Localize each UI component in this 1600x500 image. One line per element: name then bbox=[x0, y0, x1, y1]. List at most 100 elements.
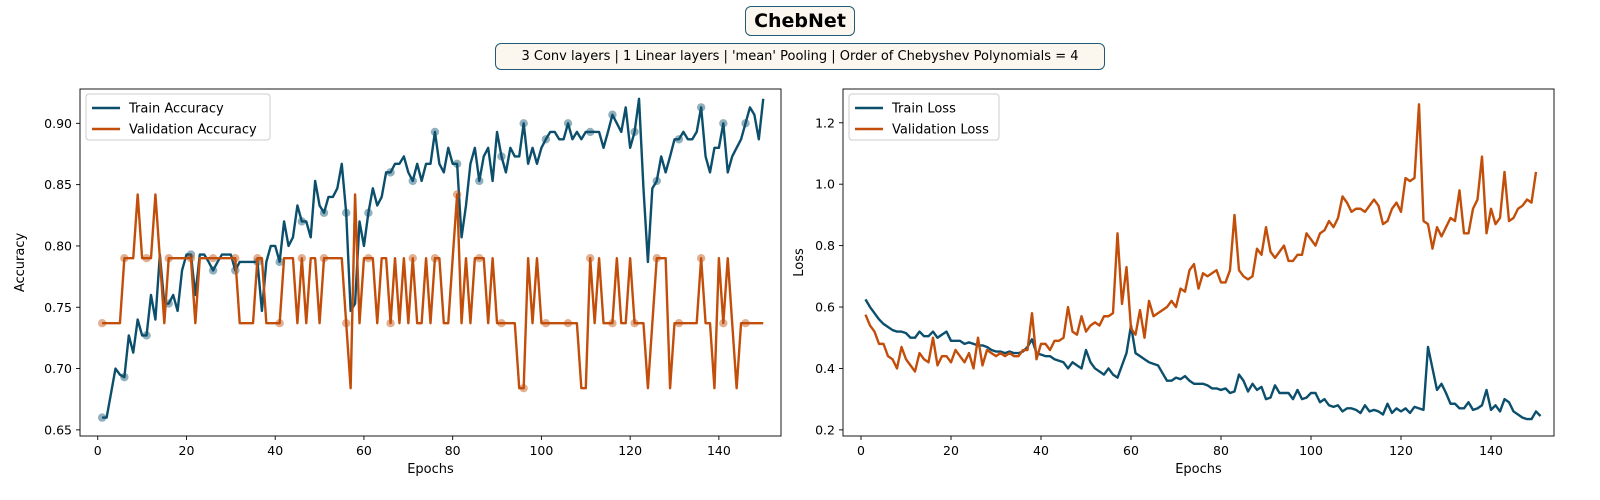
y-tick-label: 0.2 bbox=[815, 422, 835, 437]
data-point-marker bbox=[386, 318, 395, 328]
chart-subtitle-box: 3 Conv layers | 1 Linear layers | 'mean'… bbox=[495, 43, 1105, 70]
y-axis-label: Loss bbox=[792, 248, 807, 277]
data-point-marker bbox=[253, 254, 262, 263]
data-point-marker bbox=[630, 318, 639, 328]
x-tick-label: 100 bbox=[1299, 443, 1323, 458]
x-tick-label: 40 bbox=[1033, 443, 1049, 458]
legend-box bbox=[848, 93, 1000, 141]
x-tick-label: 80 bbox=[445, 443, 461, 458]
plot-frame bbox=[842, 88, 1555, 437]
data-point-marker bbox=[275, 257, 284, 267]
data-point-marker bbox=[719, 119, 728, 128]
data-point-marker bbox=[452, 159, 462, 168]
data-point-marker bbox=[630, 127, 639, 137]
data-point-marker bbox=[142, 331, 151, 340]
data-point-marker bbox=[120, 372, 129, 382]
data-point-marker bbox=[586, 127, 595, 137]
data-point-marker bbox=[342, 318, 351, 328]
y-tick-label: 1.2 bbox=[815, 115, 835, 130]
x-tick-label: 60 bbox=[1123, 443, 1139, 458]
legend-entry-label: Train Accuracy bbox=[128, 102, 224, 117]
chart-panel-1: 0 20 40 60 80 100 120 140 0.65 0.70 0.75 0.80 0.85 0.… bbox=[13, 88, 782, 477]
data-point-marker bbox=[297, 254, 307, 263]
data-point-marker bbox=[563, 318, 573, 328]
data-point-marker bbox=[563, 119, 573, 128]
x-tick-label: 80 bbox=[1213, 443, 1229, 458]
x-axis-label: Epochs bbox=[407, 462, 454, 477]
data-point-marker bbox=[475, 254, 484, 263]
data-point-marker bbox=[741, 318, 750, 328]
data-point-marker bbox=[120, 254, 129, 263]
legend: Train Loss Validation Loss bbox=[848, 93, 1000, 141]
data-point-marker bbox=[297, 217, 307, 226]
data-point-marker bbox=[430, 127, 440, 137]
x-tick-label: 0 bbox=[94, 443, 102, 458]
data-point-marker bbox=[97, 413, 107, 422]
data-point-marker bbox=[519, 119, 528, 128]
chart-title-box: ChebNet bbox=[745, 6, 855, 36]
data-point-marker bbox=[475, 176, 484, 186]
data-point-marker bbox=[364, 254, 373, 263]
data-point-marker bbox=[497, 152, 506, 161]
data-point-marker bbox=[342, 208, 351, 218]
y-tick-label: 0.90 bbox=[44, 116, 72, 131]
data-point-marker bbox=[186, 254, 196, 263]
y-tick-label: 1.0 bbox=[815, 177, 835, 192]
series-line-validation-accuracy bbox=[102, 193, 764, 390]
data-point-marker bbox=[586, 254, 595, 263]
x-axis-label: Epochs bbox=[1175, 462, 1222, 477]
data-point-marker bbox=[408, 254, 417, 263]
plot-frame bbox=[79, 88, 782, 437]
chart-subtitle: 3 Conv layers | 1 Linear layers | 'mean'… bbox=[521, 49, 1079, 64]
y-tick-label: 0.65 bbox=[44, 422, 72, 437]
data-point-marker bbox=[652, 176, 661, 186]
x-tick-label: 100 bbox=[529, 443, 553, 458]
data-point-marker bbox=[208, 254, 218, 263]
data-point-marker bbox=[696, 254, 706, 263]
y-tick-label: 0.70 bbox=[44, 361, 72, 376]
series-line-train-accuracy bbox=[102, 97, 765, 419]
data-point-marker bbox=[364, 208, 373, 218]
x-tick-label: 20 bbox=[179, 443, 195, 458]
x-tick-label: 140 bbox=[707, 443, 731, 458]
x-tick-label: 60 bbox=[356, 443, 372, 458]
legend-box bbox=[85, 93, 271, 141]
legend: Train Accuracy Validation Accuracy bbox=[85, 93, 271, 141]
data-point-marker bbox=[386, 168, 395, 177]
data-point-marker bbox=[408, 176, 417, 186]
data-point-marker bbox=[186, 250, 196, 259]
y-tick-label: 0.4 bbox=[815, 361, 835, 376]
data-point-marker bbox=[608, 318, 617, 328]
y-tick-label: 0.75 bbox=[44, 300, 72, 315]
data-point-marker bbox=[674, 135, 684, 144]
chart-panel-2: 0 20 40 60 80 100 120 140 0.2 0.4 0.6 0.8 1.0 1.2 Epoc… bbox=[792, 88, 1555, 477]
series-line-validation-loss bbox=[864, 103, 1538, 373]
y-axis-label: Accuracy bbox=[13, 233, 28, 293]
data-point-marker bbox=[319, 208, 329, 218]
x-tick-label: 0 bbox=[857, 443, 865, 458]
x-tick-label: 20 bbox=[943, 443, 959, 458]
x-tick-label: 40 bbox=[267, 443, 283, 458]
data-point-marker bbox=[608, 110, 617, 119]
data-point-marker bbox=[674, 318, 684, 328]
data-point-marker bbox=[741, 119, 750, 128]
data-point-marker bbox=[97, 318, 107, 328]
chart-title: ChebNet bbox=[754, 10, 846, 32]
x-tick-label: 140 bbox=[1479, 443, 1503, 458]
y-tick-label: 0.8 bbox=[815, 238, 835, 253]
data-point-marker bbox=[231, 254, 240, 263]
data-point-marker bbox=[541, 135, 551, 144]
data-point-marker bbox=[696, 103, 706, 112]
legend-entry-label: Train Loss bbox=[891, 102, 956, 117]
data-point-marker bbox=[319, 254, 329, 263]
data-point-marker bbox=[142, 254, 151, 263]
x-tick-label: 120 bbox=[618, 443, 642, 458]
data-point-marker bbox=[430, 254, 440, 263]
y-tick-label: 0.80 bbox=[44, 238, 72, 253]
data-point-marker bbox=[497, 318, 506, 328]
data-point-marker bbox=[719, 318, 728, 328]
data-point-marker bbox=[208, 266, 218, 275]
y-tick-label: 0.6 bbox=[815, 300, 835, 315]
data-point-marker bbox=[275, 318, 284, 328]
